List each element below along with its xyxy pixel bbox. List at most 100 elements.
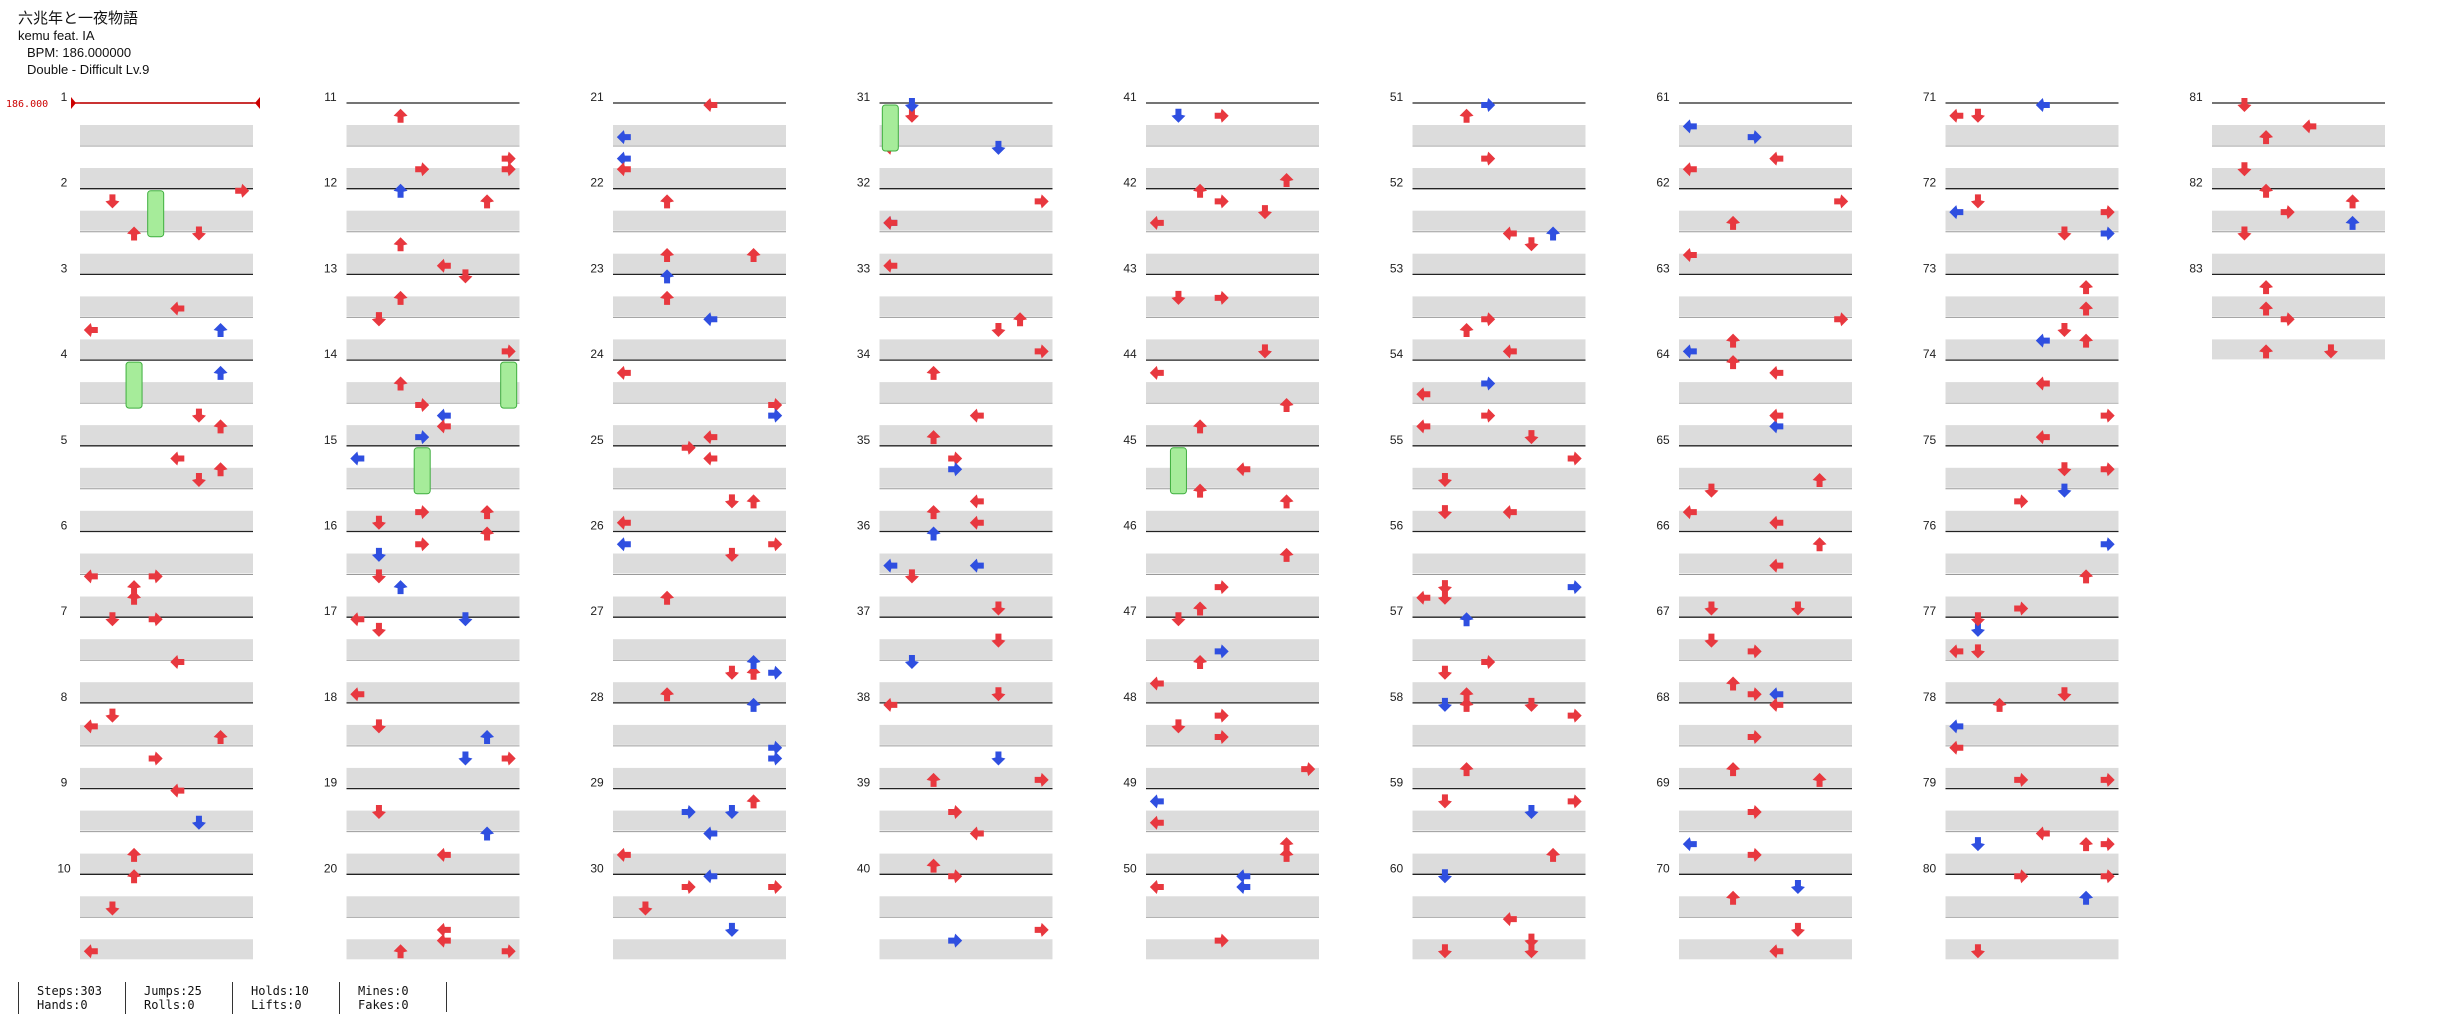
lane-stripe — [1679, 125, 1852, 145]
measure: 67 — [1656, 604, 1852, 703]
measure: 57 — [1390, 604, 1586, 703]
lane-stripe — [879, 382, 1053, 403]
step-arrow — [2057, 322, 2072, 337]
lane-stripe — [613, 596, 786, 617]
step-arrow — [393, 108, 408, 123]
lane-stripe — [1945, 724, 2119, 745]
lane-stripe — [1679, 553, 1852, 574]
lane-stripe — [80, 682, 253, 703]
step-arrow — [969, 494, 984, 509]
step-arrow — [2345, 194, 2360, 209]
lane-stripe — [346, 767, 520, 788]
measure-number: 79 — [1923, 776, 1937, 790]
measure: 50 — [1123, 861, 1319, 960]
measure-number: 34 — [857, 347, 871, 361]
measure: 26 — [590, 519, 786, 617]
lane-stripe — [80, 553, 253, 574]
lane-stripe — [1146, 210, 1319, 231]
lane-stripe — [1146, 639, 1319, 660]
measure-number: 68 — [1656, 690, 1670, 704]
step-arrow — [724, 494, 739, 509]
step-arrow — [1149, 794, 1164, 809]
measure: 72 — [1923, 176, 2119, 274]
measure-number: 55 — [1390, 433, 1404, 447]
measure: 60 — [1390, 861, 1586, 960]
lane-stripe — [1412, 853, 1586, 874]
lane-stripe — [613, 853, 786, 874]
measure-number: 56 — [1390, 519, 1404, 533]
lane-stripe — [879, 339, 1053, 360]
measure: 41 — [1123, 90, 1319, 188]
measure-number: 50 — [1123, 861, 1137, 875]
measure: 71 — [1923, 90, 2119, 188]
lane-stripe — [80, 253, 253, 274]
lane-stripe — [80, 168, 253, 188]
lane-stripe — [1146, 125, 1319, 145]
step-arrow — [2100, 837, 2115, 852]
lane-stripe — [80, 596, 253, 617]
measure: 51 — [1390, 90, 1586, 188]
measure: 52 — [1390, 176, 1586, 274]
measure: 10 — [57, 861, 253, 960]
lane-stripe — [80, 639, 253, 660]
measure-number: 41 — [1123, 90, 1137, 104]
measure: 31 — [857, 90, 1053, 188]
step-arrow — [1481, 408, 1496, 423]
song-info: 六兆年と一夜物語 kemu feat. IA BPM: 186.000000 D… — [18, 10, 149, 78]
song-title: 六兆年と一夜物語 — [18, 10, 139, 27]
lane-stripe — [879, 210, 1053, 231]
step-arrow — [660, 194, 675, 209]
lane-stripe — [613, 682, 786, 703]
measure: 49 — [1123, 776, 1319, 874]
measure-number: 7 — [61, 604, 68, 618]
step-arrow — [1149, 880, 1164, 895]
measure-number: 12 — [324, 176, 338, 190]
step-arrow — [1567, 580, 1582, 595]
measure: 13 — [324, 261, 520, 360]
lane-stripe — [2212, 210, 2385, 231]
step-arrow — [616, 365, 631, 380]
measure-number: 43 — [1123, 261, 1137, 275]
measure-number: 81 — [2189, 90, 2203, 104]
measure: 63 — [1656, 261, 1852, 360]
step-arrow — [2014, 494, 2029, 509]
measure: 12 — [324, 176, 520, 274]
lane-stripe — [613, 425, 786, 446]
lane-stripe — [1146, 553, 1319, 574]
measure-number: 33 — [857, 261, 871, 275]
lane-stripe — [346, 682, 520, 703]
measure: 56 — [1390, 519, 1586, 617]
measure: 37 — [857, 604, 1053, 703]
measure: 48 — [1123, 690, 1319, 788]
chart-difficulty: Double - Difficult Lv.9 — [27, 62, 150, 77]
step-arrow — [501, 751, 516, 766]
measure-number: 11 — [324, 90, 337, 104]
lane-stripe — [1945, 896, 2119, 917]
lane-stripe — [1945, 125, 2119, 145]
lane-stripe — [1412, 168, 1586, 188]
step-arrow — [746, 794, 761, 809]
measure: 69 — [1656, 776, 1852, 874]
step-arrow — [1481, 98, 1496, 112]
stat-mines: Mines:0 — [358, 984, 409, 998]
step-arrow — [1034, 922, 1049, 937]
measure: 61 — [1656, 90, 1852, 188]
measure: 62 — [1656, 176, 1852, 274]
lane-stripe — [2212, 296, 2385, 317]
measure-number: 5 — [61, 433, 68, 447]
lane-stripe — [1679, 510, 1852, 531]
lane-stripe — [1412, 810, 1586, 831]
lane-stripe — [1945, 253, 2119, 274]
measure-number: 49 — [1123, 776, 1137, 790]
hold-note — [125, 361, 143, 409]
lane-stripe — [80, 210, 253, 231]
lane-stripe — [1146, 810, 1319, 831]
lane-stripe — [1412, 553, 1586, 574]
step-arrow — [1459, 322, 1474, 337]
lane-stripe — [1412, 125, 1586, 145]
measure-number: 35 — [857, 433, 871, 447]
measure-number: 64 — [1656, 347, 1670, 361]
measure-number: 46 — [1123, 519, 1137, 533]
measure: 35 — [857, 433, 1053, 531]
lane-stripe — [1412, 425, 1586, 446]
